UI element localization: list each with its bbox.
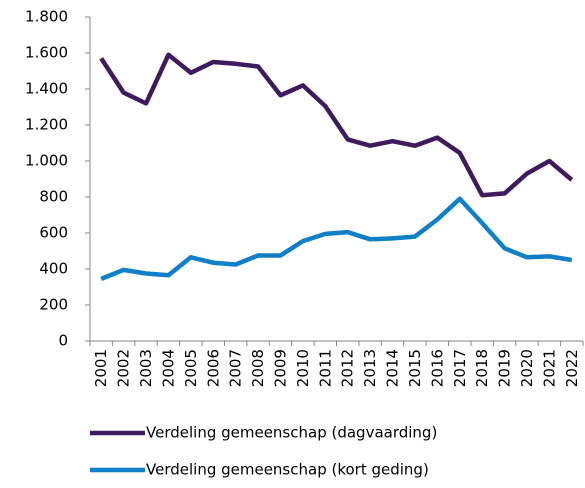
x-tick-label: 2019	[496, 349, 514, 387]
x-tick-label: 2002	[115, 349, 133, 387]
y-tick-label: 400	[39, 260, 68, 278]
legend-label: Verdeling gemeenschap (dagvaarding)	[146, 424, 437, 442]
x-tick-label: 2015	[406, 349, 424, 387]
x-tick-label: 2022	[563, 349, 581, 387]
x-tick-label: 2018	[473, 349, 491, 387]
x-tick-label: 2005	[182, 349, 200, 387]
y-tick-label: 800	[39, 188, 68, 206]
y-tick-label: 1.600	[25, 44, 68, 62]
y-tick-label: 1.800	[25, 8, 68, 26]
series-line	[100, 196, 573, 281]
y-tick-label: 1.400	[25, 80, 68, 98]
x-tick-label: 2016	[428, 349, 446, 387]
y-tick-label: 600	[39, 224, 68, 242]
y-tick-label: 1.000	[25, 152, 68, 170]
series-line	[99, 52, 574, 198]
x-tick-label: 2010	[294, 349, 312, 387]
x-tick-label: 2020	[518, 349, 536, 387]
x-tick-label: 2008	[249, 349, 267, 387]
x-tick-label: 2006	[204, 349, 222, 387]
x-tick-label: 2007	[227, 349, 245, 387]
x-tick-label: 2014	[384, 349, 402, 387]
x-tick-label: 2017	[451, 349, 469, 387]
y-tick-label: 200	[39, 296, 68, 314]
x-tick-label: 2001	[92, 349, 110, 387]
x-tick-label: 2013	[361, 349, 379, 387]
x-tick-label: 2012	[339, 349, 357, 387]
y-tick-label: 0	[58, 332, 68, 350]
legend-label: Verdeling gemeenschap (kort geding)	[146, 461, 429, 479]
x-tick-label: 2021	[540, 349, 558, 387]
x-tick-label: 2003	[137, 349, 155, 387]
x-tick-label: 2004	[159, 349, 177, 387]
x-tick-label: 2011	[316, 349, 334, 387]
x-tick-label: 2009	[271, 349, 289, 387]
y-tick-label: 1.200	[25, 116, 68, 134]
